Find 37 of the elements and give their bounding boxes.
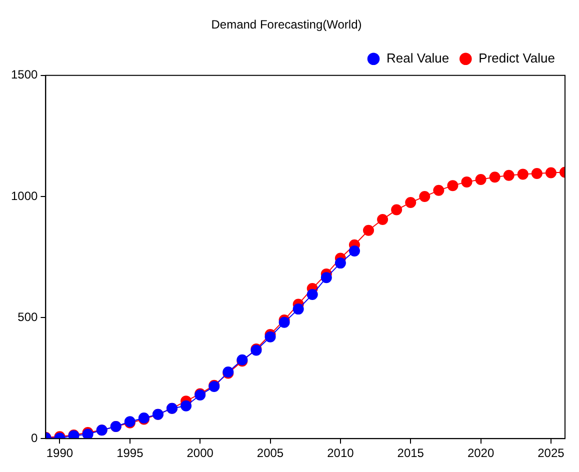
point bbox=[531, 168, 542, 179]
legend-label: Real Value bbox=[386, 50, 450, 66]
point bbox=[489, 172, 500, 183]
x-tick-label: 1995 bbox=[116, 446, 144, 460]
point bbox=[419, 190, 430, 202]
point bbox=[545, 167, 556, 178]
point bbox=[180, 400, 192, 412]
point bbox=[292, 304, 304, 315]
point bbox=[334, 258, 346, 269]
point bbox=[517, 168, 528, 180]
point bbox=[447, 180, 458, 192]
x-tick-label: 2010 bbox=[327, 446, 354, 460]
point bbox=[475, 174, 486, 186]
x-tick-label: 2025 bbox=[538, 446, 565, 460]
point bbox=[306, 289, 318, 300]
x-tick-label: 2000 bbox=[186, 446, 214, 460]
point bbox=[320, 272, 332, 284]
point bbox=[433, 184, 444, 196]
x-tick-label: 2015 bbox=[397, 446, 424, 460]
point bbox=[377, 214, 388, 225]
point bbox=[278, 316, 290, 328]
chart-title: Demand Forecasting(World) bbox=[211, 18, 362, 32]
point bbox=[264, 331, 276, 342]
legend-label: Predict Value bbox=[478, 50, 556, 66]
point bbox=[391, 204, 402, 216]
point bbox=[461, 176, 472, 188]
point bbox=[503, 170, 514, 181]
y-tick-label: 0 bbox=[31, 430, 38, 445]
point bbox=[405, 197, 416, 208]
y-tick-label: 500 bbox=[18, 310, 38, 324]
y-tick-label: 1000 bbox=[10, 188, 38, 203]
point bbox=[348, 245, 360, 256]
point bbox=[363, 224, 374, 236]
x-tick-label: 2005 bbox=[256, 446, 284, 460]
y-tick-label: 1500 bbox=[10, 68, 38, 82]
x-tick-label: 1990 bbox=[46, 446, 74, 460]
x-tick-label: 2020 bbox=[467, 446, 494, 460]
